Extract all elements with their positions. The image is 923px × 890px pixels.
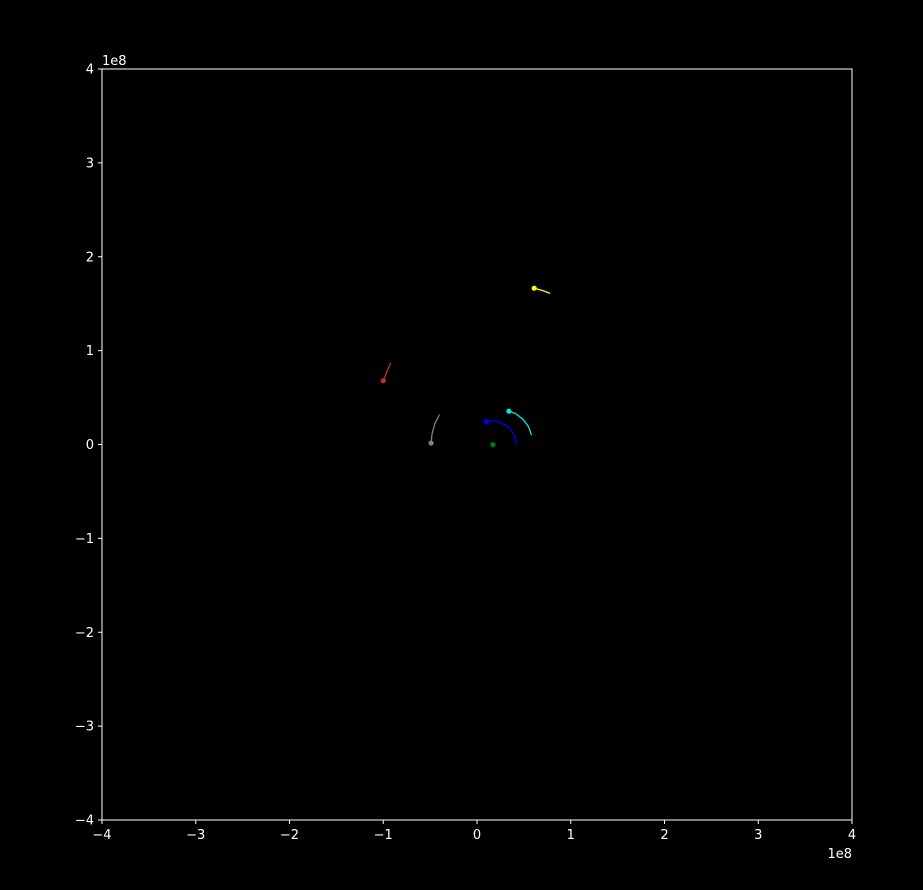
x-tick-label: 2: [660, 828, 668, 843]
y-tick-label: −4: [75, 814, 94, 829]
series-4-point: [483, 418, 489, 425]
series-0-trail: [534, 287, 551, 295]
series-5-point: [490, 442, 496, 448]
x-tick-label: 4: [848, 828, 856, 843]
y-tick-label: −1: [75, 532, 94, 547]
x-tick-label: −4: [92, 828, 111, 843]
x-tick-label: −1: [374, 828, 393, 843]
y-tick-label: 4: [86, 63, 94, 78]
series-layer: [380, 285, 551, 448]
series-4-trail: [486, 419, 518, 445]
y-offset-label: 1e8: [102, 54, 127, 69]
y-axis: −4 −3 −2 −1 0 1 2 3 4: [75, 63, 102, 829]
y-tick-label: 0: [86, 438, 94, 453]
series-2-point: [428, 440, 434, 446]
plot-frame: [101, 68, 853, 821]
series-3-point: [506, 408, 512, 414]
series-0-point: [531, 285, 537, 291]
series-3-trail: [508, 410, 533, 436]
x-tick-label: 0: [473, 828, 481, 843]
y-tick-label: −3: [75, 720, 94, 735]
y-tick-label: 2: [86, 250, 94, 265]
y-tick-label: 3: [86, 156, 94, 171]
x-tick-label: −3: [186, 828, 205, 843]
x-offset-label: 1e8: [827, 847, 852, 862]
series-1-point: [380, 378, 386, 384]
x-tick-label: 3: [754, 828, 762, 843]
y-tick-label: 1: [86, 344, 94, 359]
x-tick-label: −2: [280, 828, 299, 843]
x-axis: −4 −3 −2 −1 0 1 2 3 4: [92, 820, 856, 843]
y-tick-label: −2: [75, 626, 94, 641]
series-1-trail: [382, 362, 392, 381]
x-tick-label: 1: [567, 828, 575, 843]
series-2-trail: [430, 414, 441, 444]
